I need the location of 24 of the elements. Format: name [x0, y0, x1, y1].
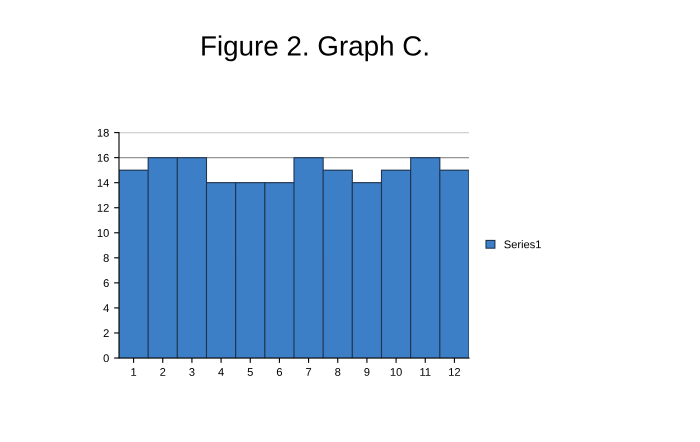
y-tick-label: 14 [98, 179, 109, 187]
x-tick-label: 8 [335, 368, 340, 376]
x-tick-label: 6 [276, 368, 282, 376]
x-tick-label: 9 [364, 368, 370, 376]
y-tick-label: 18 [98, 128, 109, 137]
legend-label: Series1 [504, 240, 541, 248]
y-tick-label: 6 [104, 279, 109, 288]
y-tick-label: 8 [104, 254, 109, 262]
x-tick-label: 1 [131, 368, 136, 376]
x-tick-label: 10 [390, 368, 402, 376]
chart-title: Figure 2. Graph C. [202, 35, 428, 62]
x-tick-label: 5 [248, 368, 253, 376]
x-tick-label: 7 [306, 368, 312, 376]
y-tick-label: 16 [98, 154, 109, 162]
y-tick-label: 0 [104, 354, 109, 362]
x-tick-label: 2 [160, 368, 166, 376]
x-tick-label: 3 [189, 368, 195, 376]
x-tick-label: 11 [420, 368, 430, 376]
x-tick-label: 12 [449, 368, 460, 376]
y-tick-label: 12 [98, 204, 109, 212]
y-tick-label: 4 [103, 304, 109, 312]
x-tick-label: 4 [218, 368, 224, 376]
y-tick-label: 2 [104, 329, 109, 337]
y-tick-label: 10 [98, 229, 109, 237]
